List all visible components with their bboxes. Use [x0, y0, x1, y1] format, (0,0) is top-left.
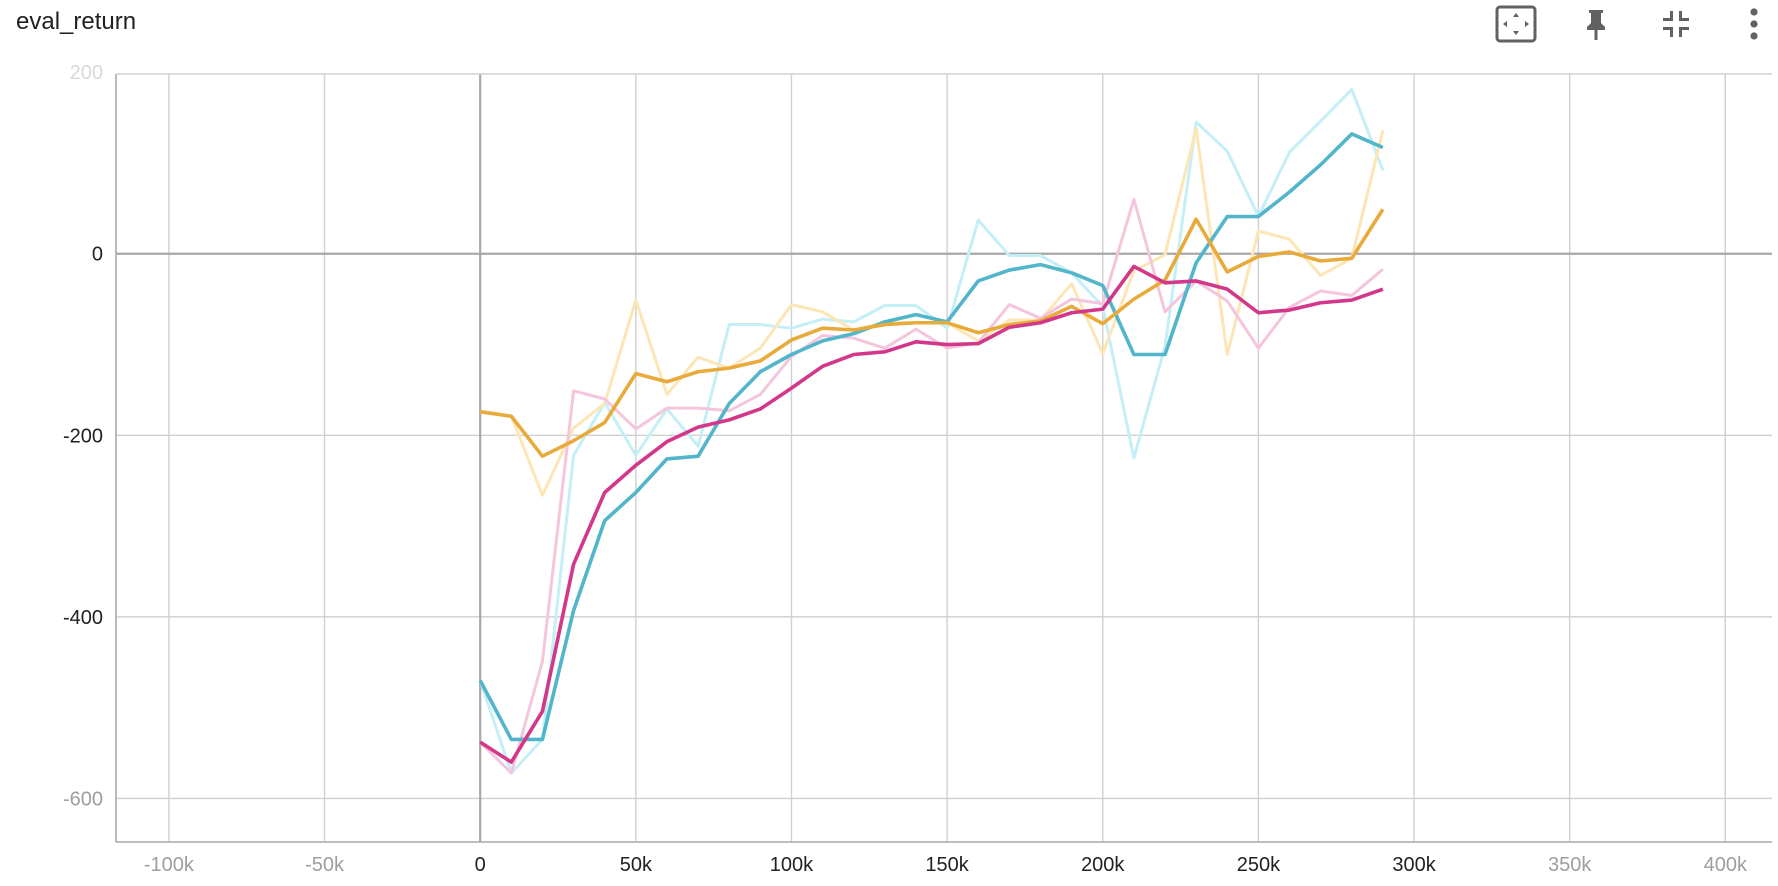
cyan-smoothed-series-line [478, 132, 1384, 742]
y-tick-labels: -600 -400 -200 0 200 [63, 62, 103, 810]
fit-to-data-icon [1495, 5, 1537, 43]
x-tick-label: 200k [1081, 854, 1125, 876]
x-tick-label: 300k [1392, 854, 1436, 876]
orange-smoothed-series-line [479, 208, 1385, 458]
raw-series-layer [478, 87, 1385, 775]
card-header: eval_return [0, 0, 1778, 48]
more-options-button[interactable] [1730, 4, 1778, 44]
x-tick-label: 50k [620, 854, 653, 876]
magenta-smoothed-series-line [479, 264, 1384, 764]
y-tick-label: 200 [70, 62, 103, 84]
smoothed-series-layer [478, 132, 1385, 764]
y-tick-label: 0 [92, 244, 103, 266]
y-tick-label: -600 [63, 788, 103, 810]
collapse-button[interactable] [1652, 4, 1700, 44]
x-tick-label: -100k [144, 854, 195, 876]
grid-lines [116, 74, 1772, 842]
x-tick-labels: -100k -50k 0 50k 100k 150k 200k 250k 300k 350k 400… [144, 854, 1748, 876]
pin-icon [1587, 10, 1605, 40]
cyan-raw-series-line [478, 87, 1385, 775]
orange-raw-series-line [479, 126, 1385, 497]
chart-title: eval_return [16, 8, 137, 35]
axes [115, 73, 1772, 843]
magenta-raw-series-line [479, 197, 1384, 775]
x-tick-label: 400k [1704, 854, 1748, 876]
pin-button[interactable] [1572, 4, 1620, 44]
y-tick-label: -400 [63, 607, 103, 629]
x-tick-label: 0 [475, 854, 486, 876]
x-tick-label: 100k [770, 854, 814, 876]
x-tick-label: 150k [925, 854, 969, 876]
y-tick-label: -200 [63, 425, 103, 447]
fit-domain-button[interactable] [1492, 4, 1540, 44]
more-vert-icon [1750, 8, 1758, 40]
x-tick-label: 350k [1548, 854, 1592, 876]
x-tick-label: 250k [1237, 854, 1281, 876]
collapse-icon [1663, 11, 1689, 37]
x-tick-label: -50k [305, 854, 345, 876]
